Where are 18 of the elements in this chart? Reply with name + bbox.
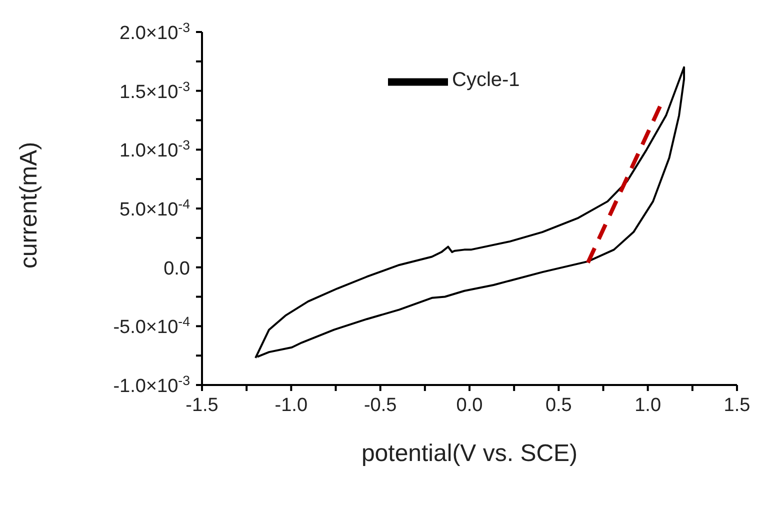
y-tick-label: 1.5×10$^{-3}$ [120,78,190,103]
x-tick-label: -0.5 [364,395,397,416]
y-tick-label: 0.0 [164,258,190,280]
y-tick-label: 5.0×10$^{-4}$ [120,196,190,220]
x-tick-label: 1.0 [634,395,662,416]
x-axis-title: potential(V vs. SCE) [361,440,578,467]
x-tick-label: 1.5 [724,395,750,416]
y-axis-title: current(mA) [16,142,43,268]
x-tick-label: -1.5 [186,395,218,416]
line-series [254,66,686,359]
legend-label: Cycle-1 [452,68,520,91]
y-tick-label: 1.0×10$^{-3}$ [120,137,190,162]
x-tick-label: 0.0 [456,395,483,416]
y-tick-label: -5.0×10$^{-4}$ [113,314,190,338]
x-tick-label: -1.0 [274,395,308,416]
y-tick-label: 2.0×10$^{-3}$ [120,20,190,44]
x-tick-label: 0.5 [545,395,572,416]
y-tick-label: -1.0×10$^{-3}$ [113,372,190,397]
